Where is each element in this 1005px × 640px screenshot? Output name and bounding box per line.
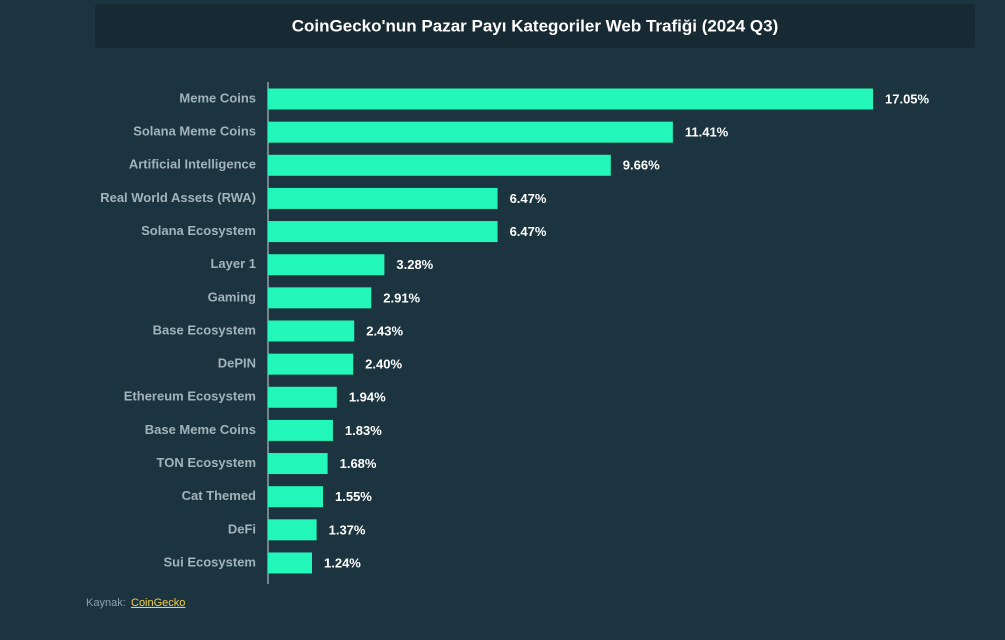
bar: [268, 121, 673, 143]
value-label: 2.43%: [366, 323, 403, 338]
category-label: Real World Assets (RWA): [100, 190, 256, 205]
category-label: TON Ecosystem: [157, 455, 256, 470]
bar: [268, 419, 333, 441]
category-label: Solana Meme Coins: [133, 124, 256, 139]
source-label: Kaynak:: [86, 597, 126, 609]
category-label: Sui Ecosystem: [164, 554, 257, 569]
category-label: Gaming: [208, 289, 256, 304]
value-label: 1.24%: [324, 555, 361, 570]
bar: [268, 187, 498, 209]
value-label: 6.47%: [510, 191, 547, 206]
value-label: 6.47%: [510, 224, 547, 239]
category-label: Ethereum Ecosystem: [124, 389, 256, 404]
value-label: 9.66%: [623, 158, 660, 173]
category-label: Solana Ecosystem: [141, 223, 256, 238]
category-label: Base Ecosystem: [153, 322, 256, 337]
bar: [268, 353, 354, 375]
category-label: DePIN: [218, 356, 256, 371]
category-label: Meme Coins: [179, 90, 256, 105]
bar: [268, 221, 498, 243]
bar: [268, 88, 873, 110]
value-label: 2.91%: [383, 290, 420, 305]
category-label: Cat Themed: [182, 488, 256, 503]
bar: [268, 154, 611, 176]
bar: [268, 552, 312, 574]
bar: [268, 386, 337, 408]
value-label: 3.28%: [396, 257, 433, 272]
category-label: Artificial Intelligence: [129, 157, 256, 172]
bar: [268, 453, 328, 475]
value-label: 1.83%: [345, 423, 382, 438]
value-label: 1.55%: [335, 489, 372, 504]
value-label: 1.94%: [349, 390, 386, 405]
bar: [268, 254, 385, 276]
value-label: 1.37%: [329, 522, 366, 537]
title-box: [95, 4, 975, 48]
value-label: 1.68%: [340, 456, 377, 471]
chart-title: CoinGecko'nun Pazar Payı Kategoriler Web…: [292, 16, 778, 35]
category-label: DeFi: [228, 521, 256, 536]
value-label: 2.40%: [365, 357, 402, 372]
bar: [268, 320, 355, 342]
bar: [268, 287, 372, 309]
bar: [268, 519, 317, 541]
value-label: 11.41%: [685, 125, 729, 140]
source-link[interactable]: CoinGecko: [131, 597, 185, 609]
value-label: 17.05%: [885, 91, 930, 106]
category-label: Base Meme Coins: [145, 422, 256, 437]
bar: [268, 486, 323, 508]
category-label: Layer 1: [210, 256, 256, 271]
